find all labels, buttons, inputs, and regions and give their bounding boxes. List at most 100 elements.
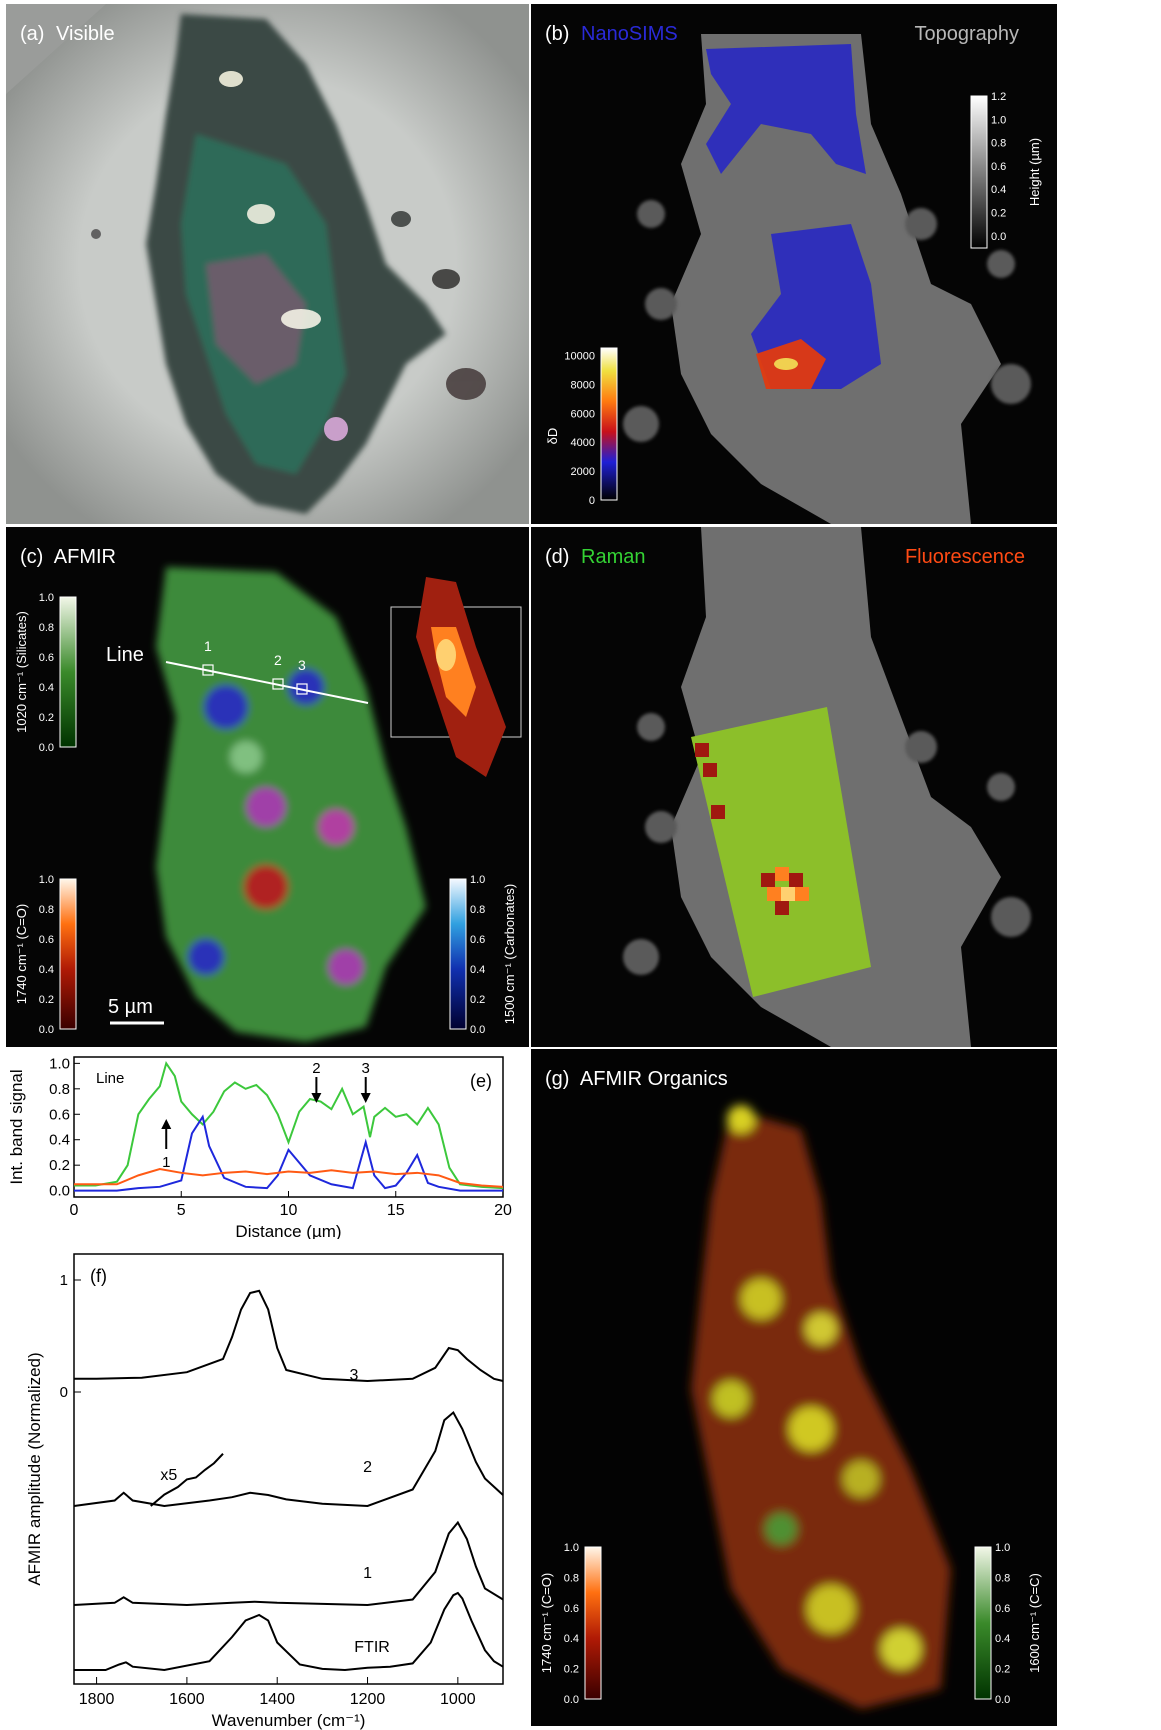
spectrum-FTIR <box>74 1591 504 1672</box>
svg-text:(b) NanoSIMS: (b) NanoSIMS <box>545 23 678 45</box>
height-colorbar-label: Height (µm) <box>1027 138 1042 206</box>
spectrum-1 <box>73 1520 504 1607</box>
x-axis-label-f: Wavenumber (cm⁻¹) <box>212 1711 366 1730</box>
carbonates-colorbar-tick: 0.2 <box>470 994 485 1006</box>
spectra-chart: 1800 1600 1400 1200 1000 0 1 3 2 x5 1 FTIR (f) Wavenu… <box>25 1253 504 1730</box>
svg-text:(g) AFMIR Organics: (g) AFMIR Organics <box>545 1068 728 1090</box>
y-tick-label-e: 0.6 <box>49 1106 70 1123</box>
line-profile-chart: 0 5 10 15 20 0.0 0.2 0.4 0.6 0.8 1.0 1 2 3 Line (e) Dist… <box>7 1055 512 1239</box>
dD-colorbar-tick: 10000 <box>564 351 595 363</box>
panel-b-nanosims: (b) NanoSIMS Topography 0.0 0.2 0.4 0.6 0.8 1… <box>531 4 1057 524</box>
silicates-colorbar-tick: 0.4 <box>39 682 54 694</box>
spectrum-2 <box>73 1410 504 1508</box>
x-tick-label-f: 1800 <box>79 1691 115 1708</box>
line-label: Line <box>106 644 144 666</box>
height-colorbar-tick: 0.4 <box>991 184 1006 196</box>
marker-arrowhead <box>161 1119 172 1129</box>
scale-bar-label: 5 µm <box>108 996 153 1018</box>
panel-e-letter: (e) <box>470 1071 492 1091</box>
carbonates-colorbar-tick: 0.4 <box>470 964 485 976</box>
g-cc-colorbar-tick: 0.0 <box>995 1694 1010 1706</box>
co-colorbar: 0.0 0.2 0.4 0.6 0.8 1.0 1740 cm⁻¹ (C=O) <box>14 874 77 1036</box>
y-axis-label-e: Int. band signal <box>7 1069 26 1184</box>
carbonates-colorbar-tick: 0.6 <box>470 934 485 946</box>
plot-frame-f <box>73 1253 504 1685</box>
point-2-box <box>272 678 284 690</box>
g-cc-colorbar-tick: 1.0 <box>995 1542 1010 1554</box>
panel-a-visible: (a) Visible <box>6 4 529 524</box>
silicates-colorbar-tick: 1.0 <box>39 592 54 604</box>
g-cc-colorbar-tick: 0.8 <box>995 1572 1010 1584</box>
g-cc-colorbar-tick: 0.2 <box>995 1664 1010 1676</box>
x-tick-label-f: 1600 <box>169 1691 205 1708</box>
panel-b-letter: (b) <box>545 23 569 45</box>
silicates-colorbar-label: 1020 cm⁻¹ (Silicates) <box>14 611 29 733</box>
y-tick-label-e: 0.8 <box>49 1081 70 1098</box>
panel-b-title-topography: Topography <box>914 23 1019 45</box>
panel-f-spectra: 1800 1600 1400 1200 1000 0 1 3 2 x5 1 FTIR (f) Wavenu… <box>0 1240 529 1730</box>
panel-f-letter: (f) <box>90 1266 107 1286</box>
spectrum-label-x5: x5 <box>160 1467 177 1484</box>
marker-arrowhead <box>311 1093 322 1103</box>
point-2-label: 2 <box>274 652 282 668</box>
point-3-box <box>296 683 308 695</box>
line-profile-series-blue <box>74 1114 503 1192</box>
spectrum-label-FTIR: FTIR <box>354 1639 390 1656</box>
carbonates-colorbar: 0.0 0.2 0.4 0.6 0.8 1.0 1500 cm⁻¹ (Carbonates… <box>449 874 517 1036</box>
x-tick-label-f: 1400 <box>259 1691 295 1708</box>
x-tick-label-e: 10 <box>280 1202 298 1219</box>
dD-colorbar-tick: 6000 <box>571 408 595 420</box>
g-co-colorbar: 0.0 0.2 0.4 0.6 0.8 1.0 1740 cm⁻¹ (C=O) <box>539 1542 602 1706</box>
carbonates-colorbar-label: 1500 cm⁻¹ (Carbonates) <box>502 884 517 1025</box>
panel-d-title-fluorescence: Fluorescence <box>905 546 1025 568</box>
panel-g-title: AFMIR Organics <box>580 1068 728 1090</box>
g-cc-colorbar: 0.0 0.2 0.4 0.6 0.8 1.0 1600 cm⁻¹ (C=C) <box>974 1542 1042 1706</box>
height-colorbar: 0.0 0.2 0.4 0.6 0.8 1.0 1.2 Height (µm) <box>970 91 1042 249</box>
dD-colorbar-tick: 8000 <box>571 379 595 391</box>
co-colorbar-label: 1740 cm⁻¹ (C=O) <box>14 904 29 1004</box>
svg-text:(c) AFMIR: (c) AFMIR <box>20 546 116 568</box>
y-tick-label-e: 0.0 <box>49 1183 70 1200</box>
g-co-colorbar-tick: 0.2 <box>564 1664 579 1676</box>
dD-colorbar-tick: 4000 <box>571 437 595 449</box>
co-colorbar-tick: 0.8 <box>39 904 54 916</box>
dD-colorbar: 0 2000 4000 6000 8000 10000 δD <box>545 347 618 507</box>
silicates-colorbar-tick: 0.2 <box>39 712 54 724</box>
height-colorbar-tick: 1.2 <box>991 91 1006 103</box>
panel-c-title: AFMIR <box>54 546 116 568</box>
g-cc-colorbar-tick: 0.6 <box>995 1603 1010 1615</box>
panel-g-letter: (g) <box>545 1068 569 1090</box>
silicates-colorbar: 0.0 0.2 0.4 0.6 0.8 1.0 1020 cm⁻¹ (Silicates) <box>14 592 77 754</box>
panel-g-afmir-organics: (g) AFMIR Organics 0.0 0.2 0.4 0.6 0.8 1.0 17… <box>531 1049 1057 1726</box>
co-colorbar-tick: 0.6 <box>39 934 54 946</box>
spectrum-label-3: 3 <box>350 1367 359 1384</box>
point-1-label: 1 <box>204 638 212 654</box>
y-axis-label-f: AFMIR amplitude (Normalized) <box>25 1352 44 1585</box>
panel-d-letter: (d) <box>545 546 569 568</box>
y-tick-label-f: 0 <box>60 1384 68 1401</box>
y-tick-label-e: 0.4 <box>49 1132 70 1149</box>
visible-image: (a) Visible <box>6 4 529 524</box>
x-tick-label-f: 1200 <box>350 1691 386 1708</box>
g-co-colorbar-tick: 1.0 <box>564 1542 579 1554</box>
g-co-colorbar-label: 1740 cm⁻¹ (C=O) <box>539 1573 554 1673</box>
height-colorbar-tick: 0.6 <box>991 161 1006 173</box>
dD-colorbar-label: δD <box>545 428 560 445</box>
marker-label-3: 3 <box>362 1060 370 1077</box>
panel-d-raman: (d) Raman Fluorescence <box>531 527 1057 1047</box>
line-inner-label: Line <box>96 1070 124 1087</box>
co-colorbar-tick: 1.0 <box>39 874 54 886</box>
g-co-colorbar-tick: 0.8 <box>564 1572 579 1584</box>
spectrum-label-1: 1 <box>363 1565 372 1582</box>
silicates-colorbar-tick: 0.0 <box>39 742 54 754</box>
point-1-box <box>202 664 214 676</box>
spectrum-x5 <box>150 1453 224 1507</box>
marker-label-1: 1 <box>162 1154 170 1171</box>
carbonates-colorbar-tick: 1.0 <box>470 874 485 886</box>
carbonates-colorbar-tick: 0.8 <box>470 904 485 916</box>
panel-b-title-nanosims: NanoSIMS <box>581 23 678 45</box>
x-tick-label-e: 5 <box>177 1202 186 1219</box>
point-3-label: 3 <box>298 657 306 673</box>
raman-map <box>691 707 871 997</box>
nanosims-overlay-top <box>706 44 866 174</box>
